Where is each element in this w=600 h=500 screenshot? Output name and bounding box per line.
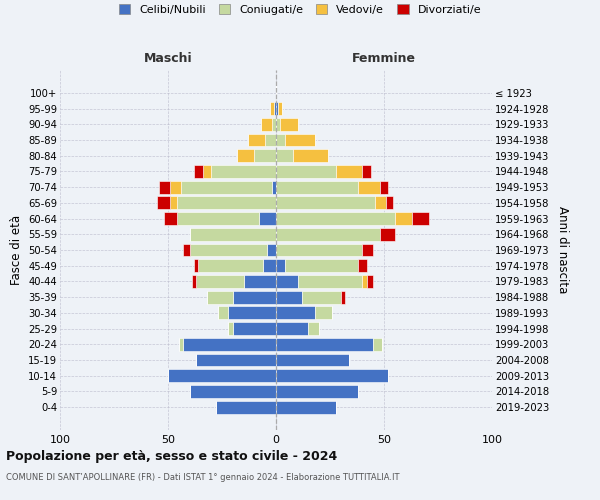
Bar <box>276 338 373 351</box>
Bar <box>280 118 298 130</box>
Bar <box>276 260 284 272</box>
Bar <box>367 275 373 288</box>
Bar <box>358 260 367 272</box>
Bar <box>358 180 380 194</box>
Bar <box>203 165 211 178</box>
Bar <box>183 338 276 351</box>
Bar <box>276 400 337 413</box>
Bar <box>298 275 362 288</box>
Bar <box>179 338 183 351</box>
Bar <box>276 118 280 130</box>
Bar <box>276 290 302 304</box>
Bar <box>276 244 362 256</box>
Bar <box>211 165 276 178</box>
Bar <box>190 244 268 256</box>
Bar <box>215 400 276 413</box>
Bar <box>276 165 337 178</box>
Text: Femmine: Femmine <box>352 52 416 65</box>
Bar <box>233 322 276 335</box>
Bar <box>276 134 284 146</box>
Text: Popolazione per età, sesso e stato civile - 2024: Popolazione per età, sesso e stato civil… <box>6 450 337 463</box>
Bar <box>176 196 276 209</box>
Text: Maschi: Maschi <box>143 52 193 65</box>
Bar <box>183 244 190 256</box>
Bar <box>308 322 319 335</box>
Bar <box>261 118 272 130</box>
Bar <box>337 165 362 178</box>
Bar <box>276 212 395 225</box>
Bar <box>207 290 233 304</box>
Bar <box>362 275 367 288</box>
Bar <box>276 322 308 335</box>
Bar <box>259 212 276 225</box>
Bar <box>373 338 382 351</box>
Bar <box>302 290 341 304</box>
Bar <box>276 370 388 382</box>
Bar <box>386 196 392 209</box>
Bar <box>276 275 298 288</box>
Bar <box>272 180 276 194</box>
Bar <box>268 244 276 256</box>
Bar <box>237 149 254 162</box>
Bar <box>293 149 328 162</box>
Bar <box>278 102 283 115</box>
Bar <box>362 165 371 178</box>
Bar <box>196 354 276 366</box>
Bar <box>380 180 388 194</box>
Bar <box>244 275 276 288</box>
Bar <box>170 196 176 209</box>
Bar <box>276 306 315 320</box>
Legend: Celibi/Nubili, Coniugati/e, Vedovi/e, Divorziati/e: Celibi/Nubili, Coniugati/e, Vedovi/e, Di… <box>115 0 485 20</box>
Bar <box>198 260 263 272</box>
Bar <box>263 260 276 272</box>
Bar <box>284 134 315 146</box>
Bar <box>412 212 430 225</box>
Bar <box>341 290 345 304</box>
Bar <box>194 165 203 178</box>
Bar <box>276 228 380 240</box>
Bar <box>190 385 276 398</box>
Bar <box>157 196 170 209</box>
Y-axis label: Anni di nascita: Anni di nascita <box>556 206 569 294</box>
Bar <box>272 118 276 130</box>
Bar <box>170 180 181 194</box>
Bar <box>380 228 395 240</box>
Bar <box>181 180 272 194</box>
Bar <box>276 149 293 162</box>
Bar <box>376 196 386 209</box>
Bar <box>194 260 198 272</box>
Bar <box>254 149 276 162</box>
Bar <box>276 196 376 209</box>
Bar <box>248 134 265 146</box>
Bar <box>192 275 196 288</box>
Bar <box>229 322 233 335</box>
Bar <box>315 306 332 320</box>
Bar <box>168 370 276 382</box>
Bar <box>190 228 276 240</box>
Bar <box>269 102 274 115</box>
Bar <box>276 385 358 398</box>
Bar <box>164 212 176 225</box>
Bar <box>276 354 349 366</box>
Bar <box>160 180 170 194</box>
Bar <box>196 275 244 288</box>
Y-axis label: Fasce di età: Fasce di età <box>10 215 23 285</box>
Bar <box>176 212 259 225</box>
Bar <box>284 260 358 272</box>
Bar <box>274 102 276 115</box>
Bar <box>395 212 412 225</box>
Bar <box>362 244 373 256</box>
Bar <box>265 134 276 146</box>
Bar <box>218 306 229 320</box>
Bar <box>276 102 278 115</box>
Text: COMUNE DI SANT’APOLLINARE (FR) - Dati ISTAT 1° gennaio 2024 - Elaborazione TUTTI: COMUNE DI SANT’APOLLINARE (FR) - Dati IS… <box>6 472 400 482</box>
Bar <box>229 306 276 320</box>
Bar <box>276 180 358 194</box>
Bar <box>233 290 276 304</box>
